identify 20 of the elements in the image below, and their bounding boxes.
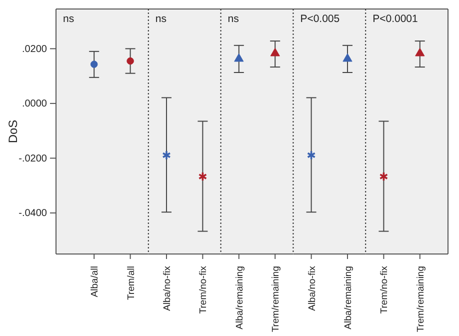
x-tick-label: Trem/no-fix — [379, 266, 390, 314]
x-tick-label: Alba/no-fix — [162, 266, 173, 311]
y-axis-title: DoS — [6, 120, 20, 144]
x-tick-label: Trem/remaining — [415, 266, 426, 332]
annotation: P<0.0001 — [372, 13, 418, 25]
x-tick-label: Trem/remaining — [270, 266, 282, 332]
x-tick-label: Trem/no-fix — [198, 266, 210, 314]
x-tick-label: Alba/no-fix — [306, 266, 318, 311]
annotation: P<0.005 — [300, 13, 340, 25]
x-tick-label: Trem/all — [126, 266, 137, 300]
x-tick-label: Alba/remaining — [234, 266, 246, 330]
y-tick-label: -.0400 — [18, 208, 48, 220]
annotation: ns — [63, 13, 74, 25]
x-tick-label: Alba/remaining — [343, 266, 354, 330]
annotation: ns — [228, 13, 239, 25]
x-tick-label: Alba/all — [90, 266, 101, 298]
y-tick-label: .0200 — [22, 44, 48, 55]
y-tick-label: -.0200 — [18, 153, 48, 164]
y-tick-label: .0000 — [22, 98, 48, 110]
annotation: ns — [155, 13, 166, 25]
